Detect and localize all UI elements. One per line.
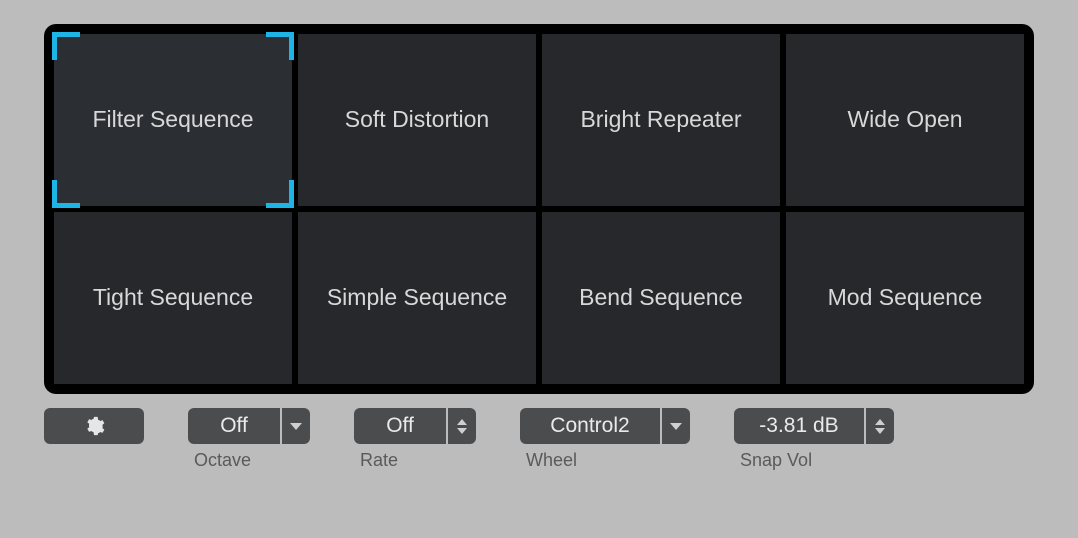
selection-corner-icon <box>52 32 80 60</box>
gear-icon <box>83 415 105 437</box>
wheel-control: Control2 Wheel <box>520 408 690 471</box>
snapshot-cell-1[interactable]: Soft Distortion <box>298 34 536 206</box>
settings-button[interactable] <box>44 408 144 444</box>
snapshot-grid-container: Filter Sequence Soft Distortion Bright R… <box>44 24 1034 394</box>
rate-value[interactable]: Off <box>354 408 446 444</box>
wheel-dropdown-arrow[interactable] <box>662 408 690 444</box>
snapshot-cell-3[interactable]: Wide Open <box>786 34 1024 206</box>
wheel-dropdown[interactable]: Control2 <box>520 408 690 444</box>
snapshot-cell-7[interactable]: Mod Sequence <box>786 212 1024 384</box>
wheel-label: Wheel <box>526 450 577 471</box>
snapshot-cell-label: Bright Repeater <box>580 106 741 134</box>
settings-control <box>44 408 144 444</box>
snapshot-cell-label: Wide Open <box>847 106 962 134</box>
snapshot-cell-label: Tight Sequence <box>93 284 253 312</box>
rate-stepper-arrows[interactable] <box>448 408 476 444</box>
octave-label: Octave <box>194 450 251 471</box>
snapvol-label: Snap Vol <box>740 450 812 471</box>
chevron-down-icon <box>457 428 467 434</box>
snapshot-cell-4[interactable]: Tight Sequence <box>54 212 292 384</box>
rate-stepper[interactable]: Off <box>354 408 476 444</box>
snapshot-grid: Filter Sequence Soft Distortion Bright R… <box>54 34 1024 384</box>
rate-label: Rate <box>360 450 398 471</box>
chevron-down-icon <box>875 428 885 434</box>
snapshot-cell-0[interactable]: Filter Sequence <box>54 34 292 206</box>
snapvol-stepper-arrows[interactable] <box>866 408 894 444</box>
snapshot-cell-2[interactable]: Bright Repeater <box>542 34 780 206</box>
snapshot-cell-label: Filter Sequence <box>92 106 253 134</box>
selection-corner-icon <box>266 32 294 60</box>
chevron-up-icon <box>457 419 467 425</box>
snapshot-cell-label: Soft Distortion <box>345 106 489 134</box>
snapvol-stepper[interactable]: -3.81 dB <box>734 408 894 444</box>
wheel-value[interactable]: Control2 <box>520 408 660 444</box>
snapshot-cell-5[interactable]: Simple Sequence <box>298 212 536 384</box>
snapshot-panel: Filter Sequence Soft Distortion Bright R… <box>0 24 1078 501</box>
snapvol-value[interactable]: -3.81 dB <box>734 408 864 444</box>
selection-corner-icon <box>266 180 294 208</box>
octave-control: Off Octave <box>188 408 310 471</box>
chevron-down-icon <box>670 423 682 430</box>
rate-control: Off Rate <box>354 408 476 471</box>
snapshot-cell-label: Simple Sequence <box>327 284 507 312</box>
chevron-down-icon <box>290 423 302 430</box>
controls-row: Off Octave Off Rate Control2 <box>44 408 1034 471</box>
chevron-up-icon <box>875 419 885 425</box>
octave-dropdown[interactable]: Off <box>188 408 310 444</box>
snapshot-cell-6[interactable]: Bend Sequence <box>542 212 780 384</box>
octave-dropdown-arrow[interactable] <box>282 408 310 444</box>
snapshot-cell-label: Mod Sequence <box>828 284 983 312</box>
octave-value[interactable]: Off <box>188 408 280 444</box>
selection-corner-icon <box>52 180 80 208</box>
snapvol-control: -3.81 dB Snap Vol <box>734 408 894 471</box>
snapshot-cell-label: Bend Sequence <box>579 284 743 312</box>
